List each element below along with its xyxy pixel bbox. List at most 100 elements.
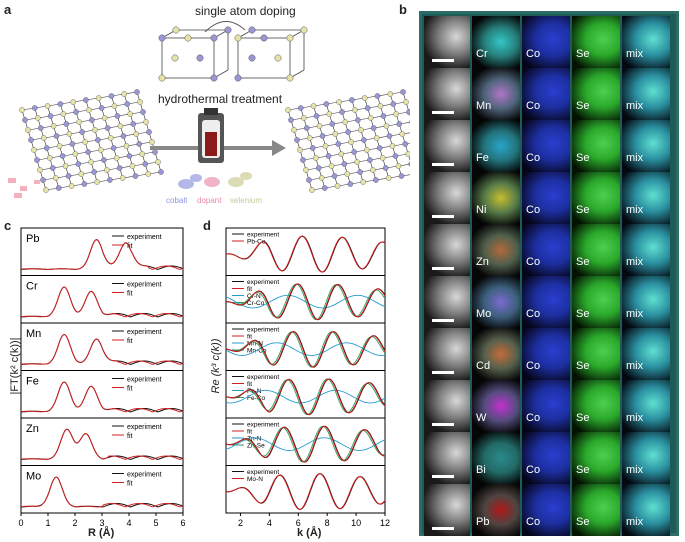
legend-label: Cr-Co [247, 300, 265, 307]
lattice-atom [65, 173, 72, 179]
lattice-atom [127, 111, 134, 117]
lattice-atom [28, 137, 34, 143]
lattice-atom [91, 169, 97, 175]
lattice-atom [56, 143, 63, 149]
scale-bar [432, 110, 454, 114]
mix-map-cr: mix [622, 16, 670, 68]
legend-selenium: selenium [230, 196, 263, 205]
lattice-atom [59, 153, 66, 159]
legend-label: experiment [247, 469, 279, 476]
co-map-mo: Co [522, 276, 570, 328]
scale-bar [432, 214, 454, 218]
co-label: Co [526, 411, 541, 424]
legend-exp-label: experiment [127, 472, 162, 479]
panel-d-chart: experimentPb-CoexperimentfitCr-NCr-Coexp… [225, 227, 390, 528]
co-label: Co [526, 359, 541, 372]
dopant-map-w: W [472, 380, 520, 432]
panel-c-xlabel: R (Å) [88, 527, 115, 539]
legend-label: experiment [247, 232, 279, 239]
dopant-label: Cd [476, 359, 491, 372]
fit-curve [225, 235, 386, 273]
panel-a-title-top: single atom doping [195, 4, 296, 18]
lattice-atom [339, 109, 345, 115]
lattice-atom [335, 141, 342, 147]
co-map-zn: Co [522, 224, 570, 276]
se-map-pb: Se [572, 484, 620, 536]
panel-d-xlabel: k (Å) [297, 527, 322, 539]
lattice-atom [370, 167, 376, 173]
lattice-atom [110, 145, 117, 151]
legend-fit-label: fit [127, 243, 133, 250]
eds-mapping-grid: Cr Co Se mix Mn Co Se mix Fe Co Se mix Ni Co Se mix Zn Co… [419, 11, 679, 536]
lattice-atom [78, 171, 85, 177]
se-label: Se [576, 307, 590, 320]
panel-d-xtick-label: 10 [351, 518, 361, 528]
lattice-atom [348, 139, 354, 145]
cell-atom [158, 34, 166, 42]
lattice-atom [49, 165, 56, 171]
cell-atom [172, 26, 180, 34]
legend-exp-label: experiment [127, 377, 162, 384]
lattice-atom [73, 109, 79, 115]
lattice-atom [101, 115, 108, 121]
lattice-atom [134, 89, 140, 95]
fit-curve [225, 473, 386, 510]
fit-curve-pb [20, 239, 184, 271]
lattice-atom [355, 117, 361, 123]
se-label: Se [576, 151, 590, 164]
lattice-atom [104, 125, 111, 131]
legend-label: fit [247, 429, 252, 436]
lattice-atom [395, 163, 402, 169]
lattice-atom [79, 129, 85, 135]
doping-arrow [204, 21, 246, 33]
lattice-atom [145, 171, 152, 177]
lattice-atom [331, 173, 338, 179]
mix-label: mix [626, 463, 644, 476]
legend-fit-label: fit [127, 338, 133, 345]
se-map-mo: Se [572, 276, 620, 328]
cell-atom [210, 74, 218, 82]
legend-dopant: dopant [197, 196, 222, 205]
lattice-atom [34, 115, 41, 121]
lattice-atom [158, 169, 164, 175]
fit-curve-mo [20, 476, 184, 508]
se-map-fe: Se [572, 120, 620, 172]
scale-bar [432, 422, 454, 426]
lattice-atom [130, 121, 137, 127]
lattice-atom [334, 183, 341, 189]
panel-c-element-label: Zn [26, 423, 39, 435]
panel-d-xtick-label: 2 [238, 518, 243, 528]
cell-atom [286, 34, 294, 42]
lattice-atom [374, 93, 381, 99]
path-curve-2 [225, 378, 386, 416]
sem-image-cr [424, 16, 470, 68]
se-label: Se [576, 359, 590, 372]
co-label: Co [526, 47, 541, 60]
lattice-atom [40, 177, 46, 183]
lattice-atom [133, 131, 140, 137]
lattice-atom [107, 135, 114, 141]
lattice-atom [364, 105, 371, 111]
lattice-atom [406, 109, 410, 115]
lattice-atom [132, 173, 139, 179]
panel-c-xtick-label: 1 [45, 518, 50, 528]
sem-image-mn [424, 68, 470, 120]
lattice-atom [94, 179, 100, 185]
lattice-atom [310, 103, 317, 109]
lattice-atom [143, 119, 149, 125]
cell-atom [260, 34, 268, 42]
lattice-atom [140, 109, 146, 115]
lattice-atom [380, 113, 387, 119]
co-label: Co [526, 463, 541, 476]
scale-bar [432, 526, 454, 530]
lattice-atom [345, 129, 351, 135]
lattice-atom [315, 165, 322, 171]
lattice-atom [107, 177, 113, 183]
lattice-atom [325, 153, 332, 159]
lattice-atom [46, 155, 53, 161]
dopant-map-cd: Cd [472, 328, 520, 380]
fit-curve-cr [20, 286, 184, 318]
lattice-atom [92, 127, 98, 133]
lattice-atom [403, 99, 409, 105]
lattice-atom [126, 153, 133, 159]
